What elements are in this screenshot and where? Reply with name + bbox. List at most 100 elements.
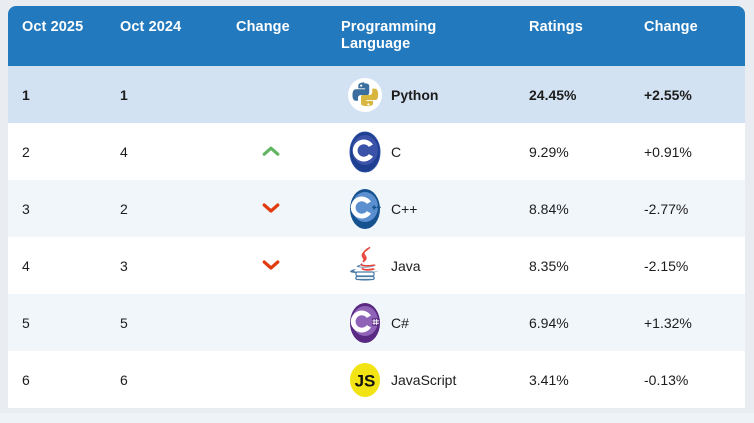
table-row[interactable]: 3 2 C++ bbox=[8, 180, 745, 238]
cell-rank-current: 5 bbox=[8, 294, 120, 352]
cell-change-pct: +2.55% bbox=[644, 66, 745, 124]
column-header-language-line1: Programming bbox=[341, 19, 437, 35]
cell-language-name[interactable]: Python bbox=[389, 66, 529, 124]
no-change-icon bbox=[262, 316, 278, 328]
ratings-value: 3.41% bbox=[529, 371, 569, 388]
cell-change-pct: -2.77% bbox=[644, 180, 745, 238]
cell-rank-previous: 5 bbox=[120, 294, 236, 352]
cell-rank-previous: 6 bbox=[120, 351, 236, 409]
cell-rank-current: 1 bbox=[8, 66, 120, 124]
cell-ratings: 3.41% bbox=[529, 351, 644, 409]
python-logo-icon bbox=[345, 75, 385, 115]
cell-rank-current: 3 bbox=[8, 180, 120, 238]
cell-language-logo bbox=[341, 66, 389, 124]
cell-change-direction bbox=[236, 66, 341, 124]
column-header-change-pct[interactable]: Change bbox=[644, 19, 698, 35]
rank-current-value: 6 bbox=[22, 371, 30, 388]
arrow-down-icon bbox=[262, 202, 280, 214]
column-header-change[interactable]: Change bbox=[236, 19, 290, 35]
cell-language-logo: JS bbox=[341, 351, 389, 409]
page-right-margin bbox=[745, 0, 754, 423]
rank-current-value: 4 bbox=[22, 257, 30, 274]
rank-previous-value: 6 bbox=[120, 371, 128, 388]
cell-change-direction bbox=[236, 294, 341, 352]
language-name-value: Python bbox=[391, 86, 439, 103]
cell-rank-previous: 4 bbox=[120, 123, 236, 181]
c-logo-icon bbox=[345, 131, 385, 173]
ratings-value: 8.84% bbox=[529, 200, 569, 217]
no-change-icon bbox=[262, 373, 278, 385]
rank-current-value: 5 bbox=[22, 314, 30, 331]
column-header-rank-current[interactable]: Oct 2025 bbox=[22, 19, 84, 35]
cell-rank-previous: 3 bbox=[120, 237, 236, 295]
table-row[interactable]: 1 1 Python 24.45% bbox=[8, 66, 745, 124]
rank-previous-value: 5 bbox=[120, 314, 128, 331]
language-name-value: C++ bbox=[391, 200, 418, 217]
rank-previous-value: 2 bbox=[120, 200, 128, 217]
cell-rank-current: 2 bbox=[8, 123, 120, 181]
ratings-value: 9.29% bbox=[529, 143, 569, 160]
ratings-value: 24.45% bbox=[529, 86, 577, 103]
column-header-programming-language[interactable]: Programming Language bbox=[341, 6, 529, 66]
page-left-margin bbox=[0, 0, 8, 423]
ratings-value: 8.35% bbox=[529, 257, 569, 274]
table-row[interactable]: 6 6 JS JavaScript 3.41% bbox=[8, 351, 745, 409]
table-body: 1 1 Python 24.45% bbox=[8, 66, 745, 409]
rank-current-value: 2 bbox=[22, 143, 30, 160]
arrow-down-icon bbox=[262, 259, 280, 271]
java-logo-icon bbox=[345, 246, 385, 286]
cplusplus-logo-icon bbox=[345, 188, 385, 229]
svg-text:JS: JS bbox=[355, 371, 376, 390]
page-top-margin bbox=[0, 0, 754, 6]
change-pct-value: +0.91% bbox=[644, 143, 692, 160]
cell-rank-previous: 2 bbox=[120, 180, 236, 238]
cell-change-pct: -0.13% bbox=[644, 351, 745, 409]
cell-language-name[interactable]: C# bbox=[389, 294, 529, 352]
change-pct-value: +1.32% bbox=[644, 314, 692, 331]
cell-change-pct: +1.32% bbox=[644, 294, 745, 352]
arrow-up-icon bbox=[262, 145, 280, 157]
cell-change-direction bbox=[236, 180, 341, 238]
column-header-language-line2: Language bbox=[341, 36, 411, 53]
page-bottom-margin bbox=[0, 413, 754, 423]
language-name-value: C bbox=[391, 143, 402, 160]
ratings-value: 6.94% bbox=[529, 314, 569, 331]
table-row[interactable]: 5 5 C# bbox=[8, 294, 745, 352]
table-header: Oct 2025 Oct 2024 Change Programming Lan… bbox=[8, 6, 745, 67]
cell-rank-current: 6 bbox=[8, 351, 120, 409]
javascript-logo-icon: JS bbox=[345, 360, 385, 400]
cell-language-logo bbox=[341, 180, 389, 238]
cell-language-name[interactable]: JavaScript bbox=[389, 351, 529, 409]
cell-language-name[interactable]: Java bbox=[389, 237, 529, 295]
cell-change-direction bbox=[236, 237, 341, 295]
table-row[interactable]: 4 3 bbox=[8, 237, 745, 295]
column-header-ratings[interactable]: Ratings bbox=[529, 19, 583, 35]
cell-change-pct: -2.15% bbox=[644, 237, 745, 295]
cell-ratings: 8.35% bbox=[529, 237, 644, 295]
cell-change-direction bbox=[236, 351, 341, 409]
cell-ratings: 9.29% bbox=[529, 123, 644, 181]
language-ranking-table-card: Oct 2025 Oct 2024 Change Programming Lan… bbox=[8, 6, 745, 409]
rank-previous-value: 3 bbox=[120, 257, 128, 274]
cell-language-logo bbox=[341, 123, 389, 181]
table-row[interactable]: 2 4 C 9.29% bbox=[8, 123, 745, 181]
programming-language-ranking-table: Oct 2025 Oct 2024 Change Programming Lan… bbox=[8, 6, 745, 409]
table-header-row: Oct 2025 Oct 2024 Change Programming Lan… bbox=[8, 6, 745, 67]
rank-current-value: 3 bbox=[22, 200, 30, 217]
cell-change-pct: +0.91% bbox=[644, 123, 745, 181]
no-change-icon bbox=[262, 88, 278, 100]
cell-rank-previous: 1 bbox=[120, 66, 236, 124]
change-pct-value: +2.55% bbox=[644, 86, 692, 103]
rank-previous-value: 4 bbox=[120, 143, 128, 160]
column-header-rank-previous[interactable]: Oct 2024 bbox=[120, 19, 182, 35]
change-pct-value: -2.15% bbox=[644, 257, 689, 274]
cell-ratings: 8.84% bbox=[529, 180, 644, 238]
rank-current-value: 1 bbox=[22, 86, 30, 103]
change-pct-value: -0.13% bbox=[644, 371, 689, 388]
cell-language-name[interactable]: C++ bbox=[389, 180, 529, 238]
language-name-value: JavaScript bbox=[391, 371, 457, 388]
cell-language-name[interactable]: C bbox=[389, 123, 529, 181]
cell-language-logo bbox=[341, 294, 389, 352]
cell-change-direction bbox=[236, 123, 341, 181]
